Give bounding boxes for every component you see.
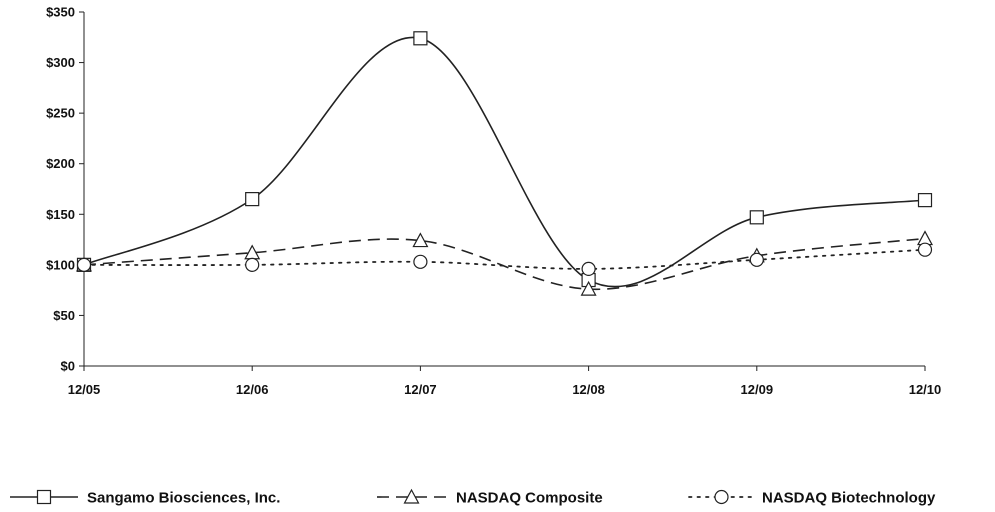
x-tick-label: 12/09 (741, 382, 774, 397)
x-tick-label: 12/08 (572, 382, 605, 397)
nasdaq-biotechnology-point-marker (581, 261, 596, 277)
legend-item-nasdaq-composite: NASDAQ Composite (377, 488, 603, 507)
legend-label: NASDAQ Biotechnology (762, 490, 936, 507)
sangamo-point-marker (749, 210, 764, 225)
nasdaq-composite-series (75, 230, 934, 296)
y-tick-label: $100 (46, 257, 75, 272)
y-tick-label: $50 (53, 308, 75, 323)
legend-nasdaq-composite-marker (403, 488, 420, 504)
y-tick-label: $350 (46, 5, 75, 20)
x-tick-label: 12/05 (68, 382, 101, 397)
x-tick-label: 12/10 (909, 382, 942, 397)
sangamo-point-marker (917, 193, 933, 208)
x-axis-ticks: 12/05 12/06 12/07 12/08 12/09 12/10 (68, 366, 942, 397)
sangamo-point-marker (245, 192, 260, 207)
y-tick-label: $0 (61, 359, 75, 374)
legend: Sangamo Biosciences, Inc. NASDAQ Composit… (10, 488, 936, 507)
nasdaq-biotechnology-point-marker (245, 257, 260, 272)
sangamo-line (83, 36, 926, 288)
nasdaq-composite-point-marker (412, 232, 429, 248)
nasdaq-biotechnology-point-marker (76, 257, 92, 272)
y-tick-label: $150 (46, 207, 75, 222)
y-tick-label: $250 (46, 106, 75, 121)
legend-sangamo-marker (36, 489, 52, 505)
nasdaq-composite-point-marker (580, 280, 597, 296)
nasdaq-composite-line (83, 237, 926, 291)
x-tick-label: 12/06 (236, 382, 269, 397)
nasdaq-biotechnology-line (83, 248, 926, 270)
x-tick-label: 12/07 (404, 382, 437, 397)
nasdaq-biotechnology-series (76, 242, 933, 277)
legend-item-sangamo: Sangamo Biosciences, Inc. (10, 490, 280, 507)
nasdaq-biotechnology-point-marker (413, 254, 428, 269)
nasdaq-biotechnology-point-marker (749, 252, 764, 267)
legend-label: NASDAQ Composite (456, 490, 603, 507)
y-tick-label: $300 (46, 55, 75, 70)
legend-item-nasdaq-biotechnology: NASDAQ Biotechnology (688, 489, 936, 507)
y-axis-ticks: $0 $50 $100 $150 $200 $250 $300 $350 (46, 5, 84, 374)
sangamo-series (76, 31, 933, 288)
sangamo-point-marker (413, 31, 428, 46)
axes (83, 12, 925, 367)
legend-nasdaq-biotechnology-marker (714, 489, 729, 505)
nasdaq-biotechnology-point-marker (917, 242, 933, 257)
y-tick-label: $200 (46, 156, 75, 171)
legend-label: Sangamo Biosciences, Inc. (87, 490, 280, 507)
series-layer (75, 31, 934, 296)
